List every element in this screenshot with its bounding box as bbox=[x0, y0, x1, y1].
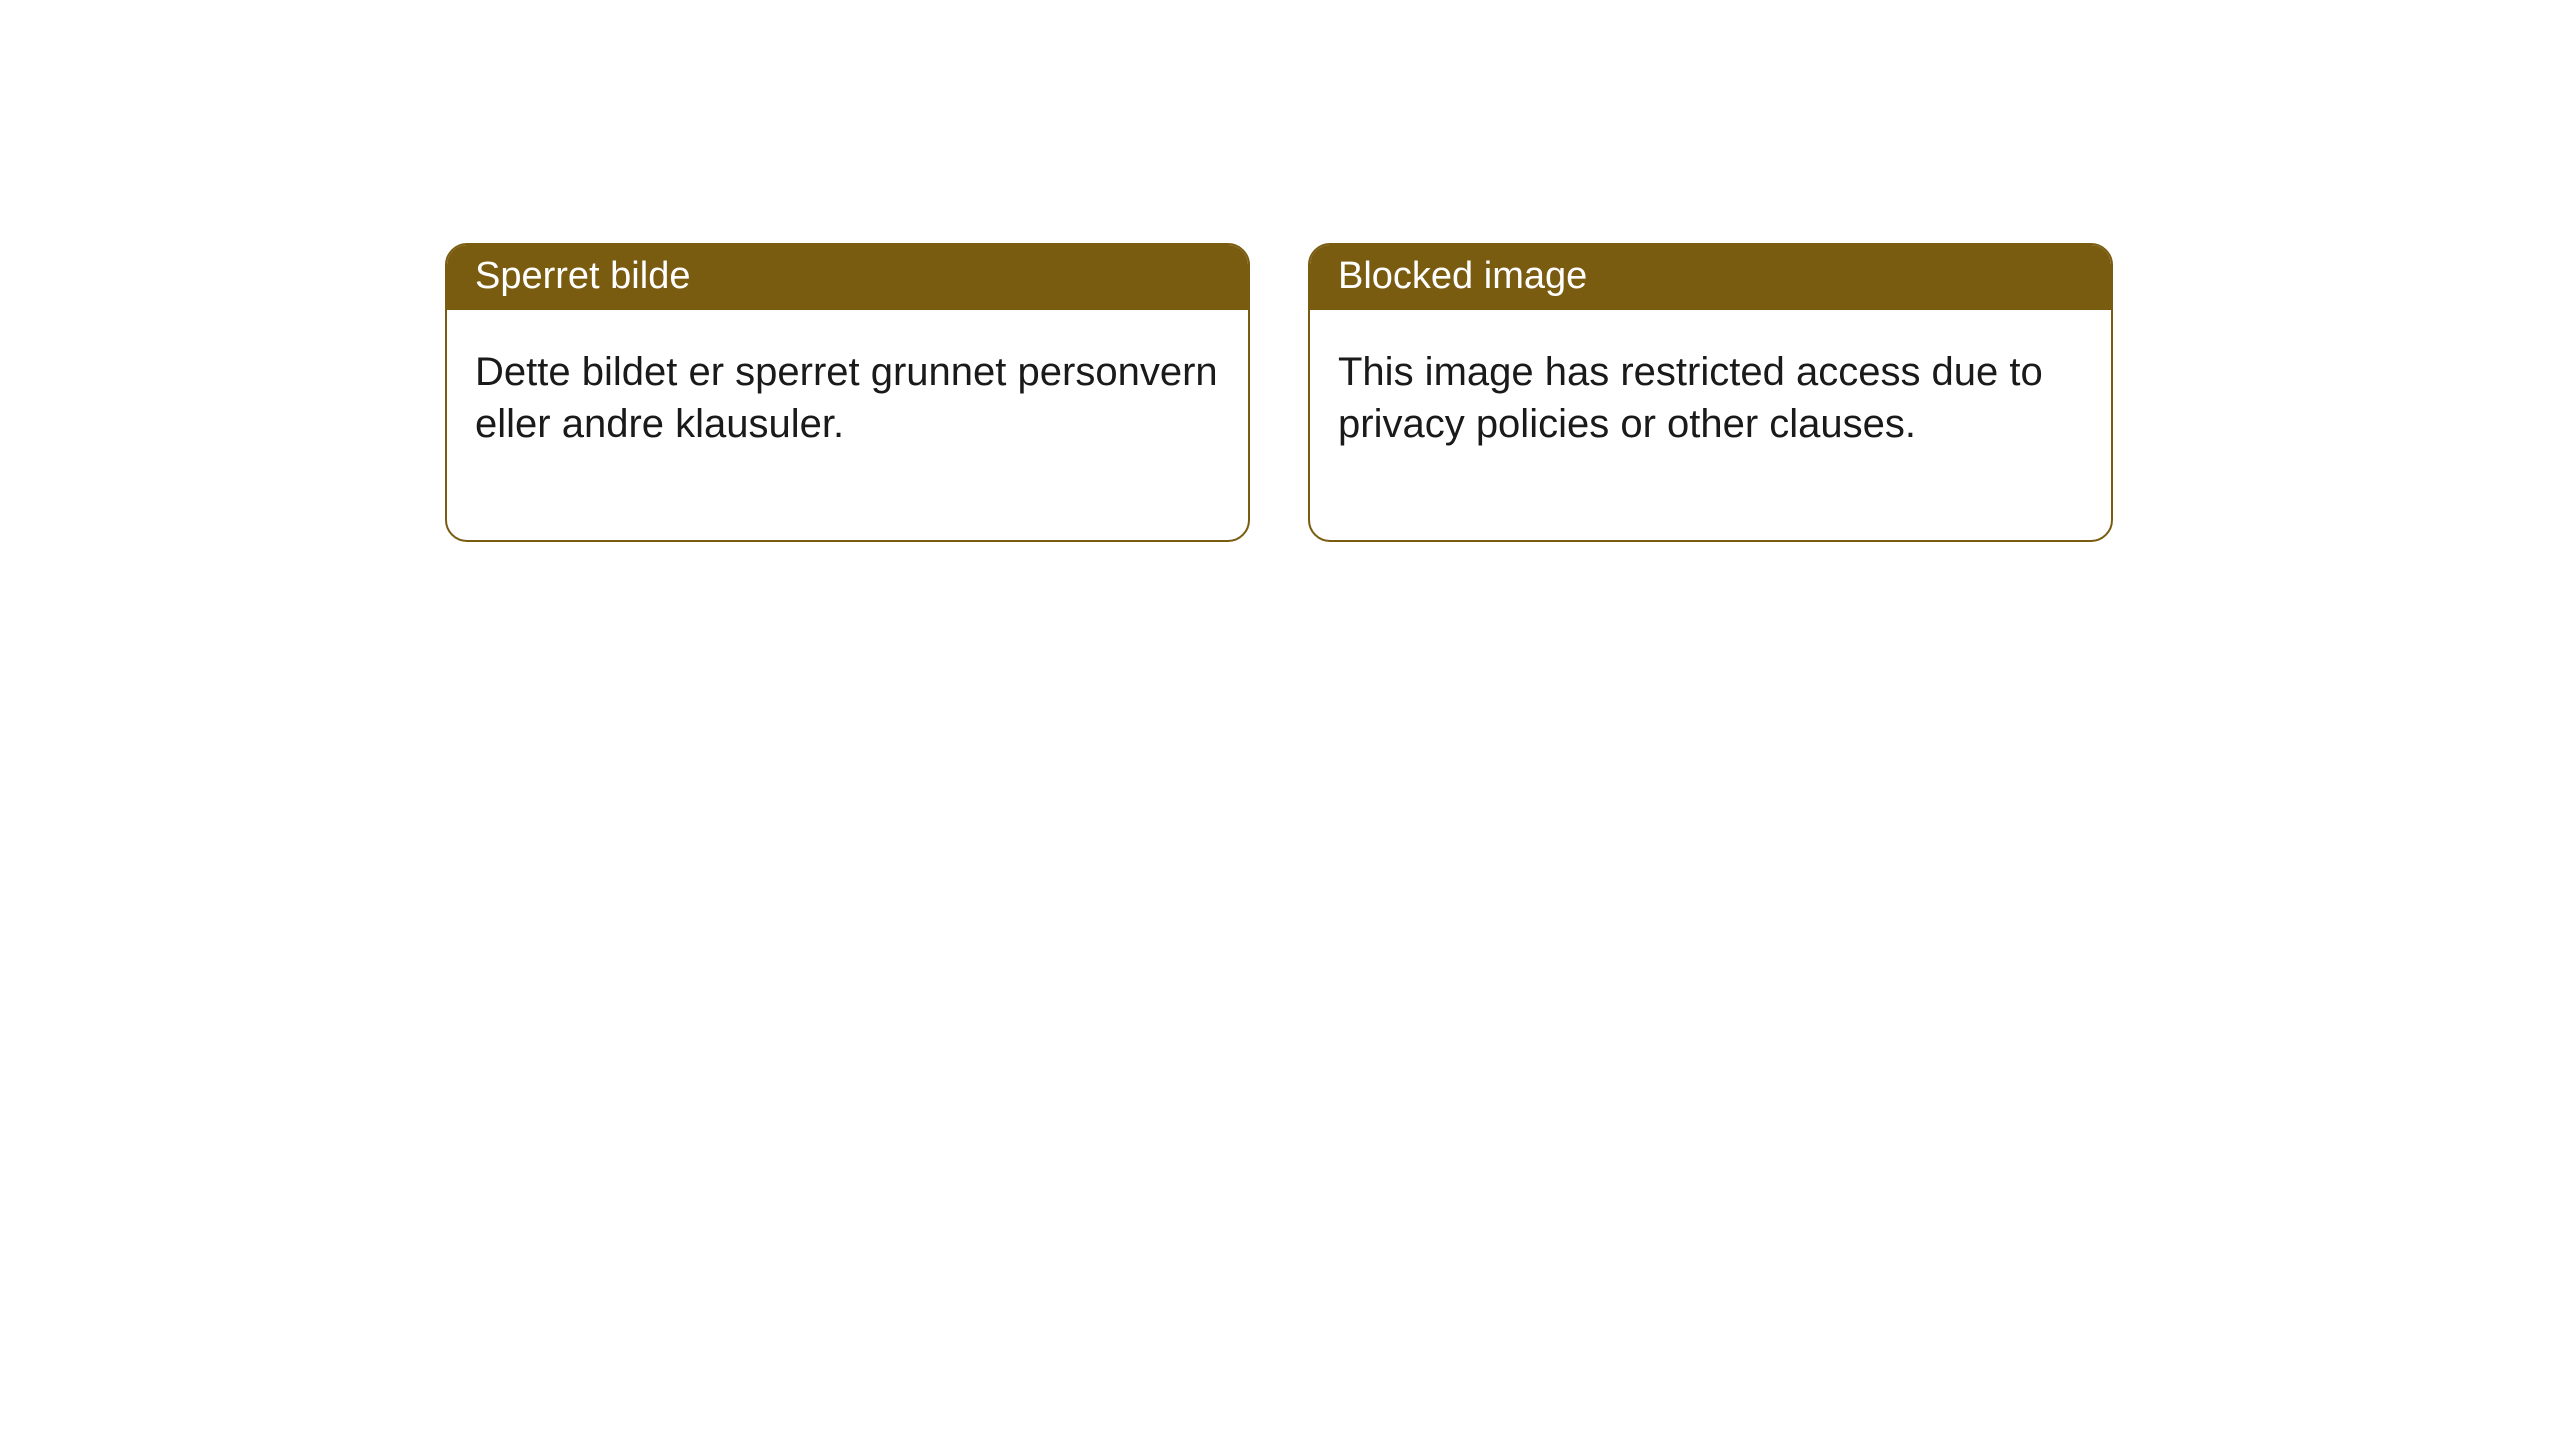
notice-container: Sperret bilde Dette bildet er sperret gr… bbox=[445, 243, 2113, 542]
notice-body-norwegian: Dette bildet er sperret grunnet personve… bbox=[447, 310, 1248, 540]
notice-title-english: Blocked image bbox=[1310, 245, 2111, 310]
notice-title-norwegian: Sperret bilde bbox=[447, 245, 1248, 310]
notice-card-norwegian: Sperret bilde Dette bildet er sperret gr… bbox=[445, 243, 1250, 542]
notice-body-english: This image has restricted access due to … bbox=[1310, 310, 2111, 540]
notice-card-english: Blocked image This image has restricted … bbox=[1308, 243, 2113, 542]
